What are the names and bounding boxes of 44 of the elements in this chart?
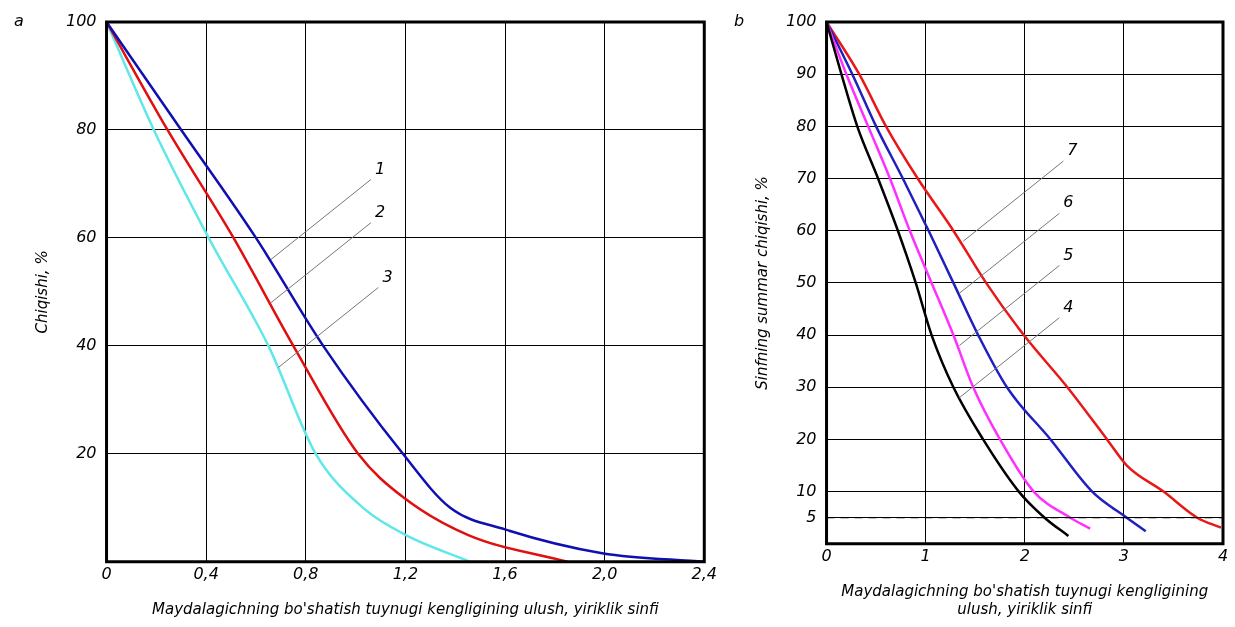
y-tick-label: 20 xyxy=(796,428,817,448)
annotation: 3 xyxy=(382,266,393,286)
y-tick-label: 80 xyxy=(76,119,97,139)
x-axis-title: Maydalagichning bo'shatish tuynugi kengligining ulush, yiriklik sinfi xyxy=(841,581,1209,618)
annotation: 5 xyxy=(1063,244,1074,264)
y-tick-label: 80 xyxy=(796,115,817,135)
annotation: 2 xyxy=(374,201,386,221)
x-tick-label: 2,4 xyxy=(691,563,717,583)
annotation: 1 xyxy=(374,158,386,178)
chart-title: a xyxy=(14,11,24,31)
x-axis-title: Maydalagichning bo'shatish tuynugi kengligining ulush, yiriklik sinfi xyxy=(152,599,660,618)
x-tick-label: 0 xyxy=(821,545,832,565)
x-tick-label: 2,0 xyxy=(591,563,618,583)
y-tick-label: 100 xyxy=(785,11,817,31)
y-tick-label: 5 xyxy=(806,506,817,526)
annotation: 4 xyxy=(1063,296,1074,316)
x-tick-label: 2 xyxy=(1019,545,1030,565)
x-tick-label: 0 xyxy=(101,563,112,583)
x-tick-label: 1 xyxy=(920,545,931,565)
x-tick-label: 1,6 xyxy=(492,563,518,583)
annotation: 6 xyxy=(1063,192,1074,212)
x-tick-label: 3 xyxy=(1118,545,1129,565)
y-tick-label: 40 xyxy=(76,335,97,355)
y-tick-label: 50 xyxy=(796,272,817,292)
y-tick-label: 10 xyxy=(796,480,817,500)
y-axis-title: Sinfning summar chiqishi, % xyxy=(752,176,771,390)
chart-title: b xyxy=(734,11,745,31)
x-tick-label: 1,2 xyxy=(392,563,419,583)
y-tick-label: 60 xyxy=(796,219,817,239)
line-series xyxy=(106,22,705,562)
y-tick-label: 20 xyxy=(76,443,97,462)
y-tick-label: 60 xyxy=(76,227,97,247)
x-tick-label: 0,8 xyxy=(293,563,319,583)
y-tick-label: 40 xyxy=(796,324,817,344)
annotation: 7 xyxy=(1067,140,1079,160)
x-tick-label: 0,4 xyxy=(193,563,219,583)
y-tick-label: 70 xyxy=(796,167,817,187)
line-series xyxy=(826,22,1147,533)
line-series xyxy=(826,22,1223,529)
y-tick-label: 30 xyxy=(796,376,817,396)
y-tick-label: 90 xyxy=(796,63,817,83)
y-tick-label: 100 xyxy=(65,11,97,31)
x-tick-label: 4 xyxy=(1217,545,1229,565)
y-axis-title: Chiqishi, % xyxy=(32,250,51,334)
